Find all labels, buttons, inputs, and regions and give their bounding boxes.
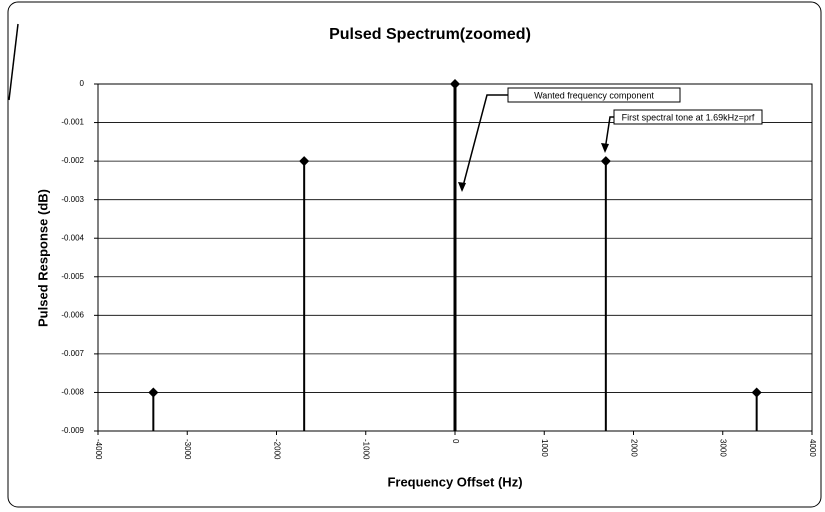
marker <box>600 156 611 167</box>
annotation-arrow <box>461 94 508 191</box>
y-tick-label: -0.004 <box>61 233 84 242</box>
y-tick-label: -0.002 <box>61 156 84 165</box>
y-tick-label: -0.001 <box>61 118 84 127</box>
y-tick-label: -0.006 <box>61 310 84 319</box>
edge-stroke <box>8 23 19 101</box>
arrow-head <box>601 143 609 153</box>
chart-title: Pulsed Spectrum(zoomed) <box>329 26 531 43</box>
x-tick-label: 2000 <box>629 439 638 457</box>
y-tick-label: -0.008 <box>61 388 84 397</box>
marker <box>450 79 460 89</box>
annotation: Wanted frequency component <box>534 90 654 100</box>
annotation: First spectral tone at 1.69kHz=prf <box>622 112 755 122</box>
y-tick-label: -0.003 <box>61 195 84 204</box>
annotation-box <box>507 87 681 103</box>
x-tick-label: -2000 <box>272 439 281 460</box>
x-tick-label: 4000 <box>808 439 817 457</box>
y-axis-label: Pulsed Response (dB) <box>35 189 50 327</box>
y-tick-label: -0.009 <box>61 426 84 435</box>
x-tick-label: -4000 <box>94 439 103 460</box>
y-tick-label: -0.005 <box>61 272 84 281</box>
x-axis-label: Frequency Offset (Hz) <box>387 474 522 489</box>
y-tick-label: 0 <box>80 79 85 88</box>
x-tick-label: 0 <box>451 439 460 444</box>
x-tick-label: 3000 <box>719 439 728 457</box>
annotation-arrow <box>604 116 614 151</box>
annotation-box <box>613 109 763 125</box>
marker <box>299 156 310 167</box>
marker <box>148 387 159 398</box>
x-tick-label: -1000 <box>362 439 371 460</box>
arrow-head <box>458 182 466 192</box>
marker <box>751 387 762 398</box>
y-tick-label: -0.007 <box>61 349 84 358</box>
x-tick-label: 1000 <box>540 439 549 457</box>
x-tick-label: -3000 <box>183 439 192 460</box>
